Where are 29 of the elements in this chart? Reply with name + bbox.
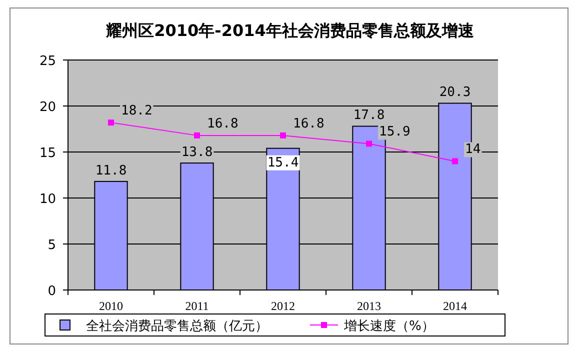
point — [280, 132, 286, 138]
data-label: 16.8 — [293, 116, 324, 132]
legend-label: 增长速度（%） — [343, 318, 434, 334]
y-tick-label: 25 — [39, 54, 56, 69]
data-label: 11.8 — [95, 163, 127, 178]
x-tick-label: 2012 — [271, 299, 295, 313]
point — [108, 120, 114, 126]
data-label: 14 — [465, 142, 481, 158]
x-tick-label: 2014 — [443, 299, 467, 313]
legend-label: 全社会消费品零售总额（亿元） — [86, 319, 268, 334]
y-tick-label: 20 — [39, 100, 56, 115]
data-label: 20.3 — [439, 85, 471, 100]
x-tick-label: 2011 — [185, 299, 209, 313]
data-label: 13.8 — [181, 145, 213, 160]
y-tick-label: 15 — [39, 146, 56, 161]
x-tick-label: 2010 — [99, 299, 123, 313]
y-tick-label: 0 — [48, 284, 56, 299]
data-label: 17.8 — [353, 108, 385, 124]
data-label: 15.9 — [379, 124, 410, 140]
point — [452, 158, 458, 164]
point — [194, 132, 200, 138]
data-label: 18.2 — [121, 104, 152, 119]
data-label: 16.8 — [207, 116, 238, 132]
chart-title: 耀州区2010年-2014年社会消费品零售总额及增速 — [105, 21, 475, 40]
point — [366, 140, 372, 147]
y-tick-label: 5 — [48, 238, 56, 253]
x-tick-label: 2013 — [357, 299, 381, 313]
data-label: 15.4 — [267, 155, 299, 170]
y-tick-label: 10 — [39, 192, 56, 207]
